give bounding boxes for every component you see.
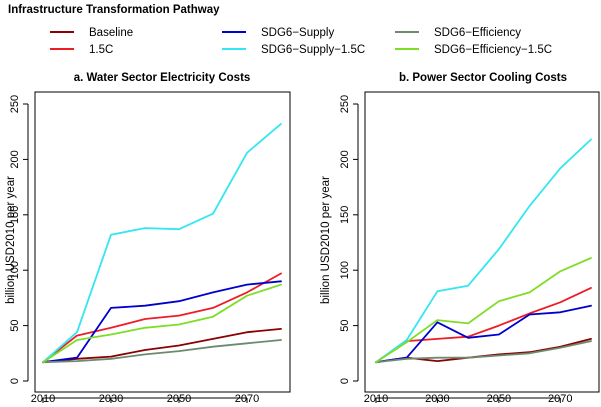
- panel-a-y-tick-label: 0: [9, 378, 21, 384]
- legend-title: Infrastructure Transformation Pathway: [8, 4, 220, 16]
- legend-label-supply15: SDG6−Supply−1.5C: [261, 44, 365, 56]
- panel-b-power-sector: b. Power Sector Cooling Costs 0 50 100 150 20…: [320, 72, 600, 405]
- legend-label-baseline: Baseline: [89, 27, 133, 39]
- panel-a-x-tick-label: 2030: [99, 393, 123, 405]
- panel-b-series-line-efficiency15: [375, 257, 592, 364]
- legend-label-c15: 1.5C: [89, 44, 113, 56]
- panel-b-x-tick-label: 2070: [548, 393, 572, 405]
- panel-b-y-tick-label: 50: [339, 319, 351, 331]
- panel-b-y-tick-label: 150: [339, 206, 351, 224]
- panel-a-y-tick-label: 250: [9, 95, 21, 113]
- panel-b-y-tick-label: 100: [339, 261, 351, 279]
- panel-b-series-line-efficiency: [375, 340, 592, 364]
- panel-a-y-axis-label: billion USD2010 per year: [5, 176, 17, 304]
- legend-label-efficiency: SDG6−Efficiency: [434, 27, 521, 39]
- panel-a-series-line-baseline: [42, 327, 282, 364]
- panel-a-y-tick-label: 150: [9, 206, 21, 224]
- legend-label-efficiency15: SDG6−Efficiency−1.5C: [434, 44, 552, 56]
- panel-b-title: b. Power Sector Cooling Costs: [399, 72, 567, 84]
- panel-a-y-tick-label: 50: [9, 319, 21, 331]
- legend-label-supply: SDG6−Supply: [261, 27, 334, 39]
- legend-entry-efficiency15: SDG6−Efficiency−1.5C: [395, 44, 552, 56]
- panel-b-y-tick-label: 250: [339, 95, 351, 113]
- panel-b-y-tick-label: 200: [339, 150, 351, 168]
- panel-b-y-axis-label: billion USD2010 per year: [320, 176, 332, 304]
- legend-entry-c15: 1.5C: [50, 44, 113, 56]
- panel-a-y-tick-label: 100: [9, 261, 21, 279]
- panel-a-series-line-supply15: [42, 123, 282, 364]
- panel-a-series-line-efficiency15: [42, 283, 282, 364]
- panel-b-x-tick-label: 2050: [487, 393, 511, 405]
- legend-entry-supply15: SDG6−Supply−1.5C: [222, 44, 365, 56]
- panel-a-x-tick-label: 2010: [31, 393, 55, 405]
- legend-entry-efficiency: SDG6−Efficiency: [395, 27, 521, 39]
- panel-a-plot-frame: [34, 91, 291, 393]
- panel-b-plot-frame: [364, 91, 600, 393]
- panel-a-title: a. Water Sector Electricity Costs: [74, 72, 251, 84]
- panel-b-y-tick-label: 0: [339, 378, 351, 384]
- panel-a-series-line-supply: [42, 280, 282, 364]
- legend-entry-supply: SDG6−Supply: [222, 27, 334, 39]
- panel-a-series-line-c15: [42, 272, 282, 364]
- panel-b-series-line-supply15: [375, 138, 592, 364]
- panel-b-x-tick-label: 2030: [425, 393, 449, 405]
- panel-a-x-tick-label: 2070: [235, 393, 259, 405]
- panel-b-x-tick-label: 2010: [364, 393, 388, 405]
- panel-a-water-sector: a. Water Sector Electricity Costs 0 50 100 1…: [5, 72, 291, 405]
- legend-entry-baseline: Baseline: [50, 27, 133, 39]
- panel-b-series-line-c15: [375, 286, 592, 364]
- panel-a-y-tick-label: 200: [9, 150, 21, 168]
- panel-b-series-line-supply: [375, 304, 592, 364]
- legend: Baseline 1.5C SDG6−Supply SDG6−Supply−1.5C S…: [50, 27, 552, 56]
- panel-a-x-tick-label: 2050: [167, 393, 191, 405]
- panel-a-series-line-efficiency: [42, 339, 282, 364]
